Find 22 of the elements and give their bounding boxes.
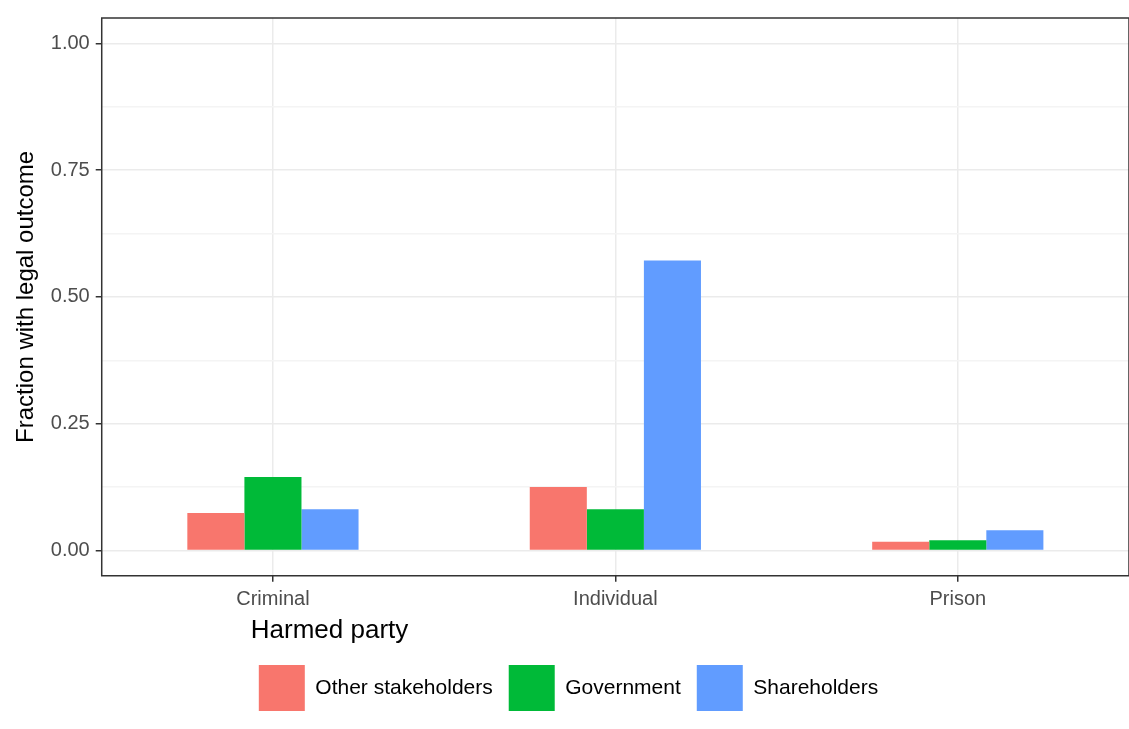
y-tick-label: 0.25 bbox=[50, 411, 90, 434]
x-tick-label: Prison bbox=[929, 587, 987, 610]
legend-label: Other stakeholders bbox=[315, 674, 493, 698]
legend-label: Government bbox=[565, 674, 681, 698]
y-tick-label: 0.50 bbox=[50, 284, 90, 307]
bar bbox=[986, 530, 1044, 550]
bar bbox=[244, 476, 302, 550]
bar bbox=[529, 487, 587, 550]
legend-label: Shareholders bbox=[753, 674, 879, 698]
bar bbox=[643, 260, 701, 550]
bar bbox=[586, 509, 644, 550]
legend-title: Harmed party bbox=[250, 613, 409, 644]
bar bbox=[187, 512, 245, 550]
bar bbox=[929, 540, 987, 550]
y-tick-label: 1.00 bbox=[50, 30, 90, 53]
y-tick-label: 0.75 bbox=[50, 157, 90, 180]
x-tick-label: Individual bbox=[573, 587, 658, 610]
bar bbox=[872, 541, 930, 550]
bar bbox=[301, 509, 359, 550]
y-axis-title: Fraction with legal outcome bbox=[11, 150, 39, 443]
y-tick-label: 0.00 bbox=[50, 537, 90, 560]
x-tick-label: Criminal bbox=[236, 587, 310, 610]
